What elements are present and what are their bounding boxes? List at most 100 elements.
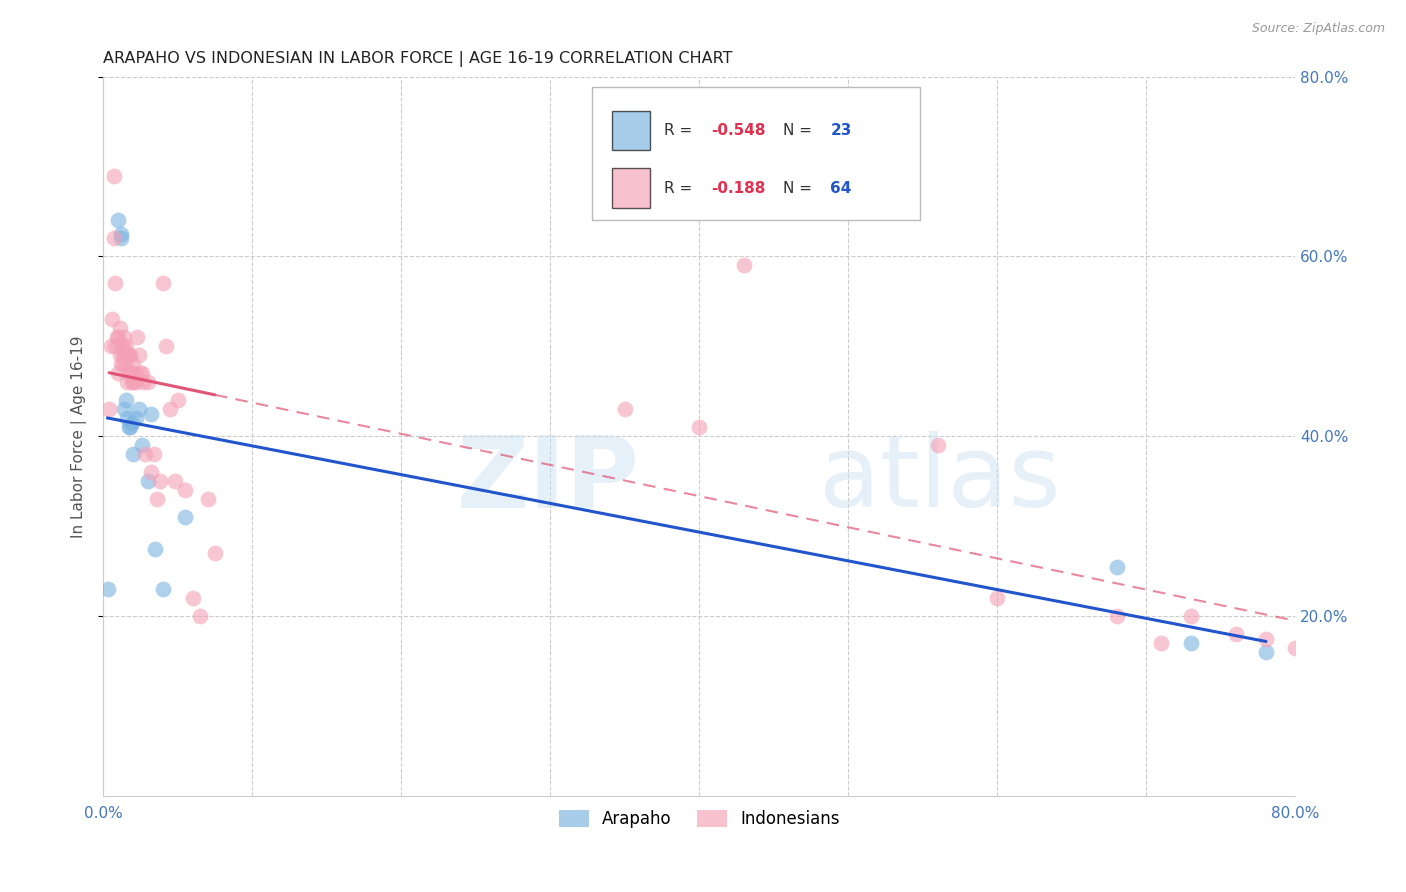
Point xyxy=(110,231,132,245)
Point xyxy=(115,376,138,390)
Point xyxy=(139,407,162,421)
Point xyxy=(152,582,174,597)
Point xyxy=(117,348,139,362)
Point xyxy=(118,367,141,381)
Point xyxy=(105,330,128,344)
Point xyxy=(110,227,132,241)
Point xyxy=(101,312,124,326)
Text: atlas: atlas xyxy=(818,431,1060,528)
Point xyxy=(98,402,121,417)
FancyBboxPatch shape xyxy=(612,111,651,151)
Point xyxy=(112,402,135,417)
Legend: Arapaho, Indonesians: Arapaho, Indonesians xyxy=(553,803,846,835)
Point xyxy=(115,411,138,425)
Point xyxy=(110,357,132,371)
Point xyxy=(1105,609,1128,624)
Point xyxy=(131,367,153,381)
Point xyxy=(121,416,143,430)
Point xyxy=(104,339,127,353)
Point xyxy=(152,277,174,291)
Point xyxy=(155,339,177,353)
Point xyxy=(122,376,145,390)
Point xyxy=(107,330,129,344)
Point xyxy=(128,348,150,362)
Point xyxy=(124,367,146,381)
Text: R =: R = xyxy=(664,180,697,195)
Point xyxy=(107,213,129,227)
Point xyxy=(136,376,159,390)
Point xyxy=(733,259,755,273)
Point xyxy=(1150,636,1173,650)
Point xyxy=(146,492,169,507)
Point xyxy=(1105,559,1128,574)
Point xyxy=(118,348,141,362)
Point xyxy=(112,348,135,362)
Point xyxy=(159,402,181,417)
Point xyxy=(114,357,136,371)
Point xyxy=(163,475,186,489)
Point xyxy=(125,376,148,390)
Point xyxy=(136,475,159,489)
Point xyxy=(103,231,125,245)
Point xyxy=(688,420,710,434)
Text: -0.188: -0.188 xyxy=(711,180,766,195)
FancyBboxPatch shape xyxy=(592,87,920,220)
Text: N =: N = xyxy=(783,123,817,138)
Point xyxy=(115,348,138,362)
Point xyxy=(1180,609,1202,624)
Point xyxy=(112,330,135,344)
Text: R =: R = xyxy=(664,123,697,138)
Point xyxy=(118,420,141,434)
Point xyxy=(188,609,211,624)
Point xyxy=(131,438,153,452)
Point xyxy=(107,367,129,381)
Point xyxy=(1254,632,1277,646)
Point xyxy=(142,447,165,461)
Point xyxy=(145,541,167,556)
Point xyxy=(122,357,145,371)
Point xyxy=(111,339,134,353)
Y-axis label: In Labor Force | Age 16-19: In Labor Force | Age 16-19 xyxy=(72,335,87,538)
Point xyxy=(104,277,127,291)
Point xyxy=(128,402,150,417)
Text: 64: 64 xyxy=(831,180,852,195)
Text: Source: ZipAtlas.com: Source: ZipAtlas.com xyxy=(1251,22,1385,36)
Point xyxy=(111,348,134,362)
Point xyxy=(927,438,949,452)
Point xyxy=(174,510,197,524)
Point xyxy=(103,169,125,183)
Point xyxy=(1254,645,1277,659)
Point xyxy=(986,591,1008,606)
Point xyxy=(132,376,155,390)
Point xyxy=(108,321,131,335)
Point xyxy=(117,420,139,434)
Point xyxy=(1284,640,1306,655)
Point xyxy=(125,411,148,425)
Text: ZIP: ZIP xyxy=(457,431,640,528)
Point xyxy=(204,546,226,560)
Text: N =: N = xyxy=(783,180,817,195)
Point xyxy=(149,475,172,489)
Point xyxy=(108,348,131,362)
Point xyxy=(122,447,145,461)
Point xyxy=(127,330,149,344)
Text: 23: 23 xyxy=(831,123,852,138)
Point xyxy=(100,339,122,353)
Point xyxy=(117,367,139,381)
Point xyxy=(114,339,136,353)
Point xyxy=(174,483,197,498)
Point xyxy=(613,402,636,417)
Point xyxy=(121,376,143,390)
Point xyxy=(1225,627,1247,641)
Point xyxy=(97,582,120,597)
Text: ARAPAHO VS INDONESIAN IN LABOR FORCE | AGE 16-19 CORRELATION CHART: ARAPAHO VS INDONESIAN IN LABOR FORCE | A… xyxy=(103,51,733,67)
Point xyxy=(111,357,134,371)
Text: -0.548: -0.548 xyxy=(711,123,766,138)
Point xyxy=(110,339,132,353)
Point xyxy=(139,465,162,479)
Point xyxy=(166,393,188,408)
Point xyxy=(114,393,136,408)
Point xyxy=(134,447,156,461)
Point xyxy=(197,492,219,507)
Point xyxy=(181,591,204,606)
